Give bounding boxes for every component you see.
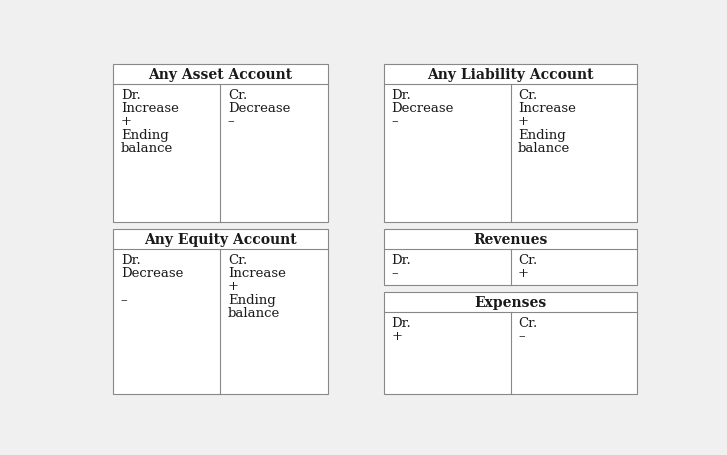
Text: Any Equity Account: Any Equity Account [144, 233, 297, 247]
Text: Cr.: Cr. [228, 89, 247, 101]
Text: Increase: Increase [518, 102, 576, 115]
Text: Revenues: Revenues [473, 233, 548, 247]
Text: –: – [228, 115, 234, 128]
Bar [384, 230, 638, 286]
Text: Any Asset Account: Any Asset Account [148, 68, 292, 82]
Bar [384, 65, 638, 223]
Text: Decrease: Decrease [391, 102, 454, 115]
Text: Increase: Increase [228, 267, 286, 279]
Text: Ending: Ending [518, 128, 566, 142]
Text: Cr.: Cr. [228, 253, 247, 266]
Text: Dr.: Dr. [121, 253, 140, 266]
Text: Dr.: Dr. [121, 89, 140, 101]
Text: balance: balance [228, 307, 280, 319]
Text: Dr.: Dr. [391, 89, 411, 101]
Bar [384, 293, 638, 394]
Text: +: + [391, 329, 402, 343]
Text: Cr.: Cr. [518, 89, 537, 101]
Text: –: – [518, 329, 525, 343]
Text: balance: balance [518, 142, 570, 155]
Bar [113, 230, 327, 394]
Bar [113, 65, 327, 223]
Text: Expenses: Expenses [475, 295, 547, 309]
Text: +: + [518, 115, 529, 128]
Text: Increase: Increase [121, 102, 179, 115]
Text: –: – [121, 293, 127, 306]
Text: Decrease: Decrease [121, 267, 183, 279]
Text: Cr.: Cr. [518, 253, 537, 266]
Text: –: – [391, 267, 398, 279]
Text: Ending: Ending [228, 293, 276, 306]
Text: Decrease: Decrease [228, 102, 290, 115]
Text: Dr.: Dr. [391, 316, 411, 329]
Text: +: + [228, 280, 238, 293]
Text: –: – [391, 115, 398, 128]
Text: +: + [121, 115, 132, 128]
Text: Cr.: Cr. [518, 316, 537, 329]
Text: +: + [518, 267, 529, 279]
Text: Ending: Ending [121, 128, 169, 142]
Text: balance: balance [121, 142, 173, 155]
Text: Dr.: Dr. [391, 253, 411, 266]
Text: Any Liability Account: Any Liability Account [427, 68, 594, 82]
